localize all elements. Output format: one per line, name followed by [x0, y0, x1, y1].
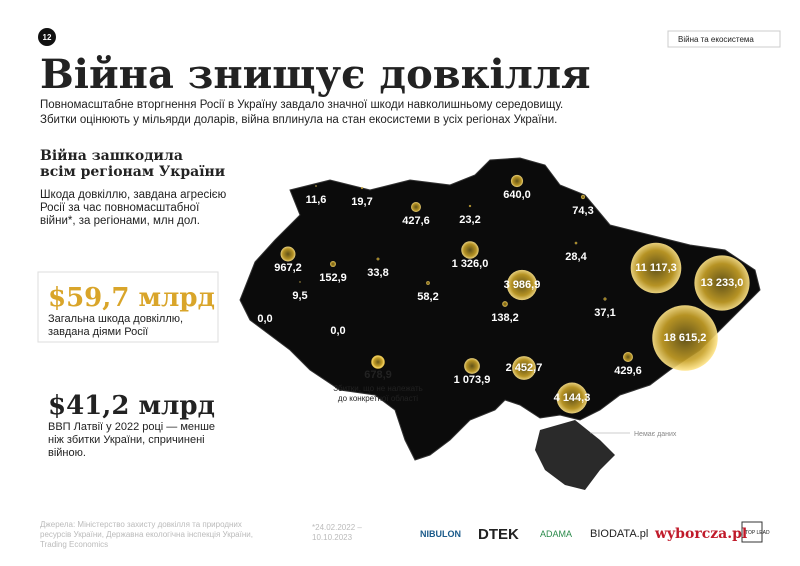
- region-value: 58,2: [417, 291, 438, 303]
- region-value: 429,6: [614, 365, 642, 377]
- region-value: 18 615,2: [664, 332, 707, 344]
- damage-bubble: [510, 174, 524, 188]
- region-value: 3 986,9: [504, 279, 541, 291]
- page-badge: [38, 28, 56, 46]
- region-value: 967,2: [274, 262, 302, 274]
- no-data-label: Немає даних: [634, 431, 677, 438]
- region-value: 23,2: [459, 214, 480, 226]
- intro: Повномасштабне вторгнення Росії в Україн…: [40, 99, 563, 111]
- region-value: 152,9: [319, 272, 347, 284]
- logo: TOP LEAD: [745, 530, 770, 536]
- total-caption: Загальна шкода довкіллю,: [48, 313, 183, 325]
- region-value: 11,6: [306, 194, 327, 206]
- damage-bubble: [464, 358, 480, 374]
- damage-bubble: [574, 241, 578, 245]
- region-value: 9,5: [292, 290, 307, 302]
- region-value: 0,0: [330, 325, 345, 337]
- region-value: 13 233,0: [701, 277, 744, 289]
- damage-bubble: [376, 257, 380, 261]
- subtitle: всім регіонам України: [40, 164, 225, 180]
- region-value: 2 452,7: [506, 362, 543, 374]
- source: ресурсів України, Державна екологічна ін…: [40, 530, 253, 539]
- section-tab-text: Війна та екосистема: [678, 35, 754, 44]
- region-value: 28,4: [565, 251, 587, 263]
- comparison-caption: ніж збитки України, спричинені: [48, 434, 205, 446]
- description: Шкода довкіллю, завдана агресією: [40, 189, 227, 201]
- comparison-caption: війною.: [48, 447, 86, 459]
- description: Росії за час повномасштабної: [40, 202, 200, 214]
- title: Війна знищує довкілля: [40, 51, 591, 98]
- unassigned-value: 678,9: [364, 369, 392, 381]
- total-box: [37, 271, 219, 343]
- damage-bubble: [630, 242, 682, 294]
- damage-bubble: [652, 305, 718, 371]
- logo: ADAMA: [540, 529, 572, 539]
- region-value: 427,6: [402, 215, 430, 227]
- damage-bubble: [506, 269, 538, 301]
- damage-bubble: [360, 186, 364, 190]
- damage-bubble: [502, 301, 508, 307]
- region-value: 74,3: [572, 205, 593, 217]
- total-value: $59,7 млрд: [48, 283, 215, 313]
- damage-bubble: [330, 261, 336, 267]
- damage-bubble: [411, 202, 421, 212]
- unassigned-caption: до конкретної області: [338, 394, 418, 403]
- source: Джерела: Міністерство захисту довкілля т…: [40, 520, 242, 529]
- region-value: 11 117,3: [635, 262, 677, 274]
- page-number: 12: [43, 33, 52, 42]
- damage-bubble: [280, 246, 296, 262]
- damage-bubble: [299, 281, 301, 283]
- damage-bubble: [603, 297, 607, 301]
- comparison-caption: ВВП Латвії у 2022 році — менше: [48, 421, 215, 433]
- crimea: [535, 420, 615, 490]
- damage-bubble: [468, 204, 472, 208]
- region-value: 1 326,0: [452, 258, 489, 270]
- region-value: 0,0: [257, 313, 272, 325]
- damage-bubble: [556, 382, 588, 414]
- damage-bubble: [315, 185, 317, 187]
- region-value: 37,1: [594, 307, 615, 319]
- logo: BIODATA.pl: [590, 528, 648, 540]
- period: 10.10.2023: [312, 533, 353, 542]
- source: Trading Economics: [40, 540, 108, 549]
- logo: wyborcza.pl: [654, 526, 747, 542]
- region-value: 4 144,3: [554, 392, 591, 404]
- region-value: 33,8: [367, 267, 388, 279]
- damage-bubble: [580, 194, 586, 200]
- logo: NIBULON: [420, 529, 461, 539]
- comparison-value: $41,2 млрд: [48, 391, 215, 421]
- region-value: 19,7: [351, 196, 372, 208]
- unassigned-caption: Збитки, що не належать: [333, 384, 423, 393]
- logo-box: [741, 521, 763, 543]
- ukraine-map: [239, 157, 761, 461]
- damage-bubble: [623, 352, 633, 362]
- intro: Збитки оцінюють у мільярди доларів, війн…: [40, 114, 557, 126]
- section-tab[interactable]: [667, 30, 781, 48]
- damage-bubble: [426, 281, 430, 285]
- subtitle: Війна зашкодила: [40, 147, 183, 164]
- region-value: 1 073,9: [454, 374, 491, 386]
- description: війни*, за регіонами, млн дол.: [40, 215, 200, 227]
- region-value: 138,2: [491, 312, 519, 324]
- damage-bubble: [461, 241, 479, 259]
- damage-bubble: [694, 255, 750, 311]
- damage-bubble: [371, 355, 385, 369]
- region-value: 640,0: [503, 189, 531, 201]
- damage-bubble: [512, 356, 536, 380]
- logo: DTEK: [478, 526, 519, 543]
- period: *24.02.2022 –: [312, 523, 362, 532]
- total-caption: завдана діями Росії: [48, 326, 148, 338]
